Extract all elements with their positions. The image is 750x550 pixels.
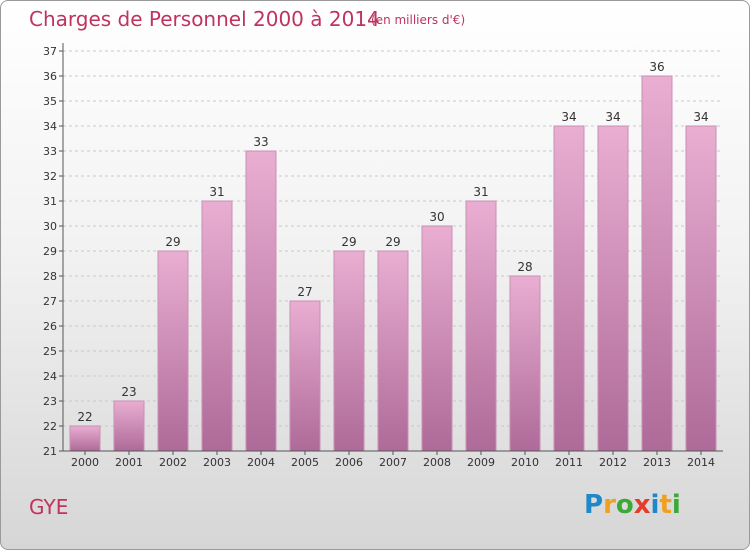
y-tick-label: 32 — [43, 170, 57, 183]
x-tick-label: 2002 — [159, 456, 187, 469]
data-label: 29 — [385, 235, 400, 249]
y-tick-label: 35 — [43, 95, 57, 108]
y-tick-label: 33 — [43, 145, 57, 158]
x-tick-label: 2009 — [467, 456, 495, 469]
data-label: 31 — [209, 185, 224, 199]
bar — [377, 250, 409, 452]
bar — [113, 400, 145, 452]
logo-letter: r — [603, 490, 616, 520]
bar — [157, 250, 189, 452]
data-label: 27 — [297, 285, 312, 299]
data-label: 36 — [649, 60, 664, 74]
x-tick-label: 2007 — [379, 456, 407, 469]
data-label: 23 — [121, 385, 136, 399]
y-tick-label: 36 — [43, 70, 57, 83]
x-tick-label: 2004 — [247, 456, 275, 469]
bar — [509, 275, 541, 452]
x-tick-label: 2013 — [643, 456, 671, 469]
x-tick-label: 2011 — [555, 456, 583, 469]
chart-subtitle: (en milliers d'€) — [371, 13, 466, 27]
bar — [421, 225, 453, 452]
x-tick-label: 2014 — [687, 456, 715, 469]
x-tick-label: 2006 — [335, 456, 363, 469]
bar — [201, 200, 233, 452]
y-tick-label: 22 — [43, 420, 57, 433]
x-tick-label: 2008 — [423, 456, 451, 469]
data-label: 29 — [341, 235, 356, 249]
bar — [333, 250, 365, 452]
x-tick-label: 2000 — [71, 456, 99, 469]
y-tick-label: 27 — [43, 295, 57, 308]
bar — [69, 425, 101, 452]
logo-letter: o — [615, 490, 634, 520]
chart-title: Charges de Personnel 2000 à 2014 — [29, 7, 380, 31]
y-tick-label: 26 — [43, 320, 57, 333]
y-tick-label: 21 — [43, 445, 57, 458]
logo-letter: i — [650, 490, 660, 520]
bar — [245, 150, 277, 452]
x-tick-label: 2010 — [511, 456, 539, 469]
logo-letter: t — [659, 490, 672, 520]
data-label: 33 — [253, 135, 268, 149]
x-tick-label: 2003 — [203, 456, 231, 469]
logo-letter: P — [584, 490, 604, 520]
place-name: GYE — [29, 495, 69, 519]
data-label: 31 — [473, 185, 488, 199]
bar — [597, 125, 629, 452]
bar — [641, 75, 673, 452]
logo-letter: i — [671, 490, 681, 520]
y-tick-label: 24 — [43, 370, 57, 383]
y-tick-label: 31 — [43, 195, 57, 208]
y-tick-label: 37 — [43, 45, 57, 58]
data-label: 34 — [605, 110, 620, 124]
x-tick-label: 2005 — [291, 456, 319, 469]
y-tick-label: 28 — [43, 270, 57, 283]
logo-letter: x — [633, 490, 651, 520]
data-label: 34 — [693, 110, 708, 124]
bar — [553, 125, 585, 452]
data-label: 29 — [165, 235, 180, 249]
data-label: 22 — [77, 410, 92, 424]
y-tick-label: 30 — [43, 220, 57, 233]
data-label: 34 — [561, 110, 576, 124]
y-tick-label: 23 — [43, 395, 57, 408]
data-label: 28 — [517, 260, 532, 274]
y-tick-label: 29 — [43, 245, 57, 258]
bar — [289, 300, 321, 452]
x-tick-label: 2001 — [115, 456, 143, 469]
y-tick-label: 25 — [43, 345, 57, 358]
proxiti-logo: Proxiti — [584, 490, 681, 520]
y-tick-label: 34 — [43, 120, 57, 133]
bar — [685, 125, 717, 452]
data-label: 30 — [429, 210, 444, 224]
x-tick-label: 2012 — [599, 456, 627, 469]
bar — [465, 200, 497, 452]
